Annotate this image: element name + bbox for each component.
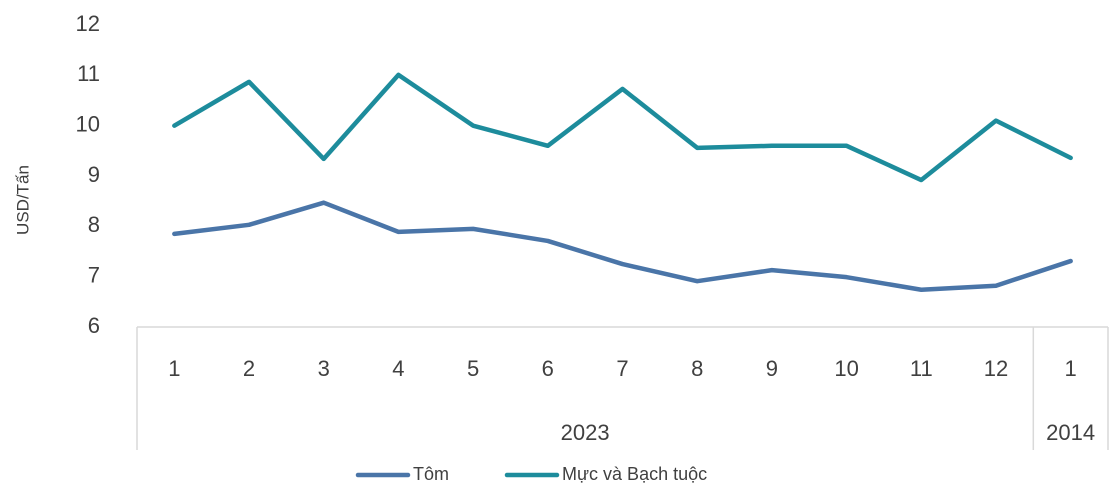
y-tick-label: 8 <box>88 212 100 237</box>
y-tick-label: 10 <box>76 111 100 136</box>
y-tick-label: 6 <box>88 313 100 338</box>
x-tick-label: 1 <box>1065 356 1077 381</box>
x-tick-label: 3 <box>318 356 330 381</box>
x-tick-label: 6 <box>542 356 554 381</box>
y-tick-label: 12 <box>76 11 100 36</box>
line-series <box>172 200 1073 293</box>
y-tick-label: 7 <box>88 262 100 287</box>
x-tick-label: 7 <box>616 356 628 381</box>
line-series <box>172 72 1073 183</box>
y-tick-label: 11 <box>77 61 100 86</box>
group-label: 2014 <box>1046 420 1095 445</box>
x-tick-label: 10 <box>834 356 858 381</box>
y-tick-label: 9 <box>88 162 100 187</box>
x-tick-label: 11 <box>910 356 933 381</box>
legend-label: Tôm <box>413 464 449 484</box>
x-tick-label: 12 <box>984 356 1008 381</box>
group-label: 2023 <box>561 420 610 445</box>
x-tick-label: 8 <box>691 356 703 381</box>
x-tick-label: 9 <box>766 356 778 381</box>
x-tick-label: 5 <box>467 356 479 381</box>
x-tick-label: 1 <box>168 356 180 381</box>
y-axis-title: USD/Tấn <box>13 165 32 235</box>
legend-label: Mực và Bạch tuộc <box>562 464 707 484</box>
x-tick-label: 2 <box>243 356 255 381</box>
x-tick-label: 4 <box>392 356 404 381</box>
